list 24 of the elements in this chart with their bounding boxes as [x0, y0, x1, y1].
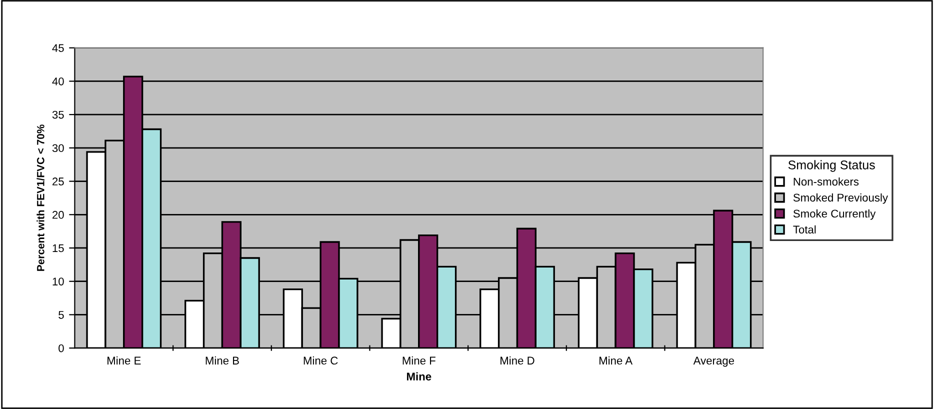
y-tick-label: 45: [52, 44, 64, 52]
x-tick-label: Mine F: [402, 356, 436, 365]
x-tick-label: Mine A: [600, 356, 633, 365]
y-tick-label: 5: [58, 311, 64, 319]
x-tick-label: Mine E: [108, 356, 141, 365]
y-axis-title: Percent with FEV1/FVC < 70%: [36, 124, 44, 271]
legend-label: Smoked Previously: [793, 193, 888, 204]
x-tick-label: Average: [693, 356, 734, 367]
legend-label: Smoke Currently: [793, 209, 876, 220]
x-tick-label: Mine B: [206, 356, 239, 365]
legend-label: Total: [793, 225, 816, 234]
y-tick-label: 25: [52, 178, 64, 186]
y-tick-label: 20: [52, 210, 64, 219]
y-tick-label: 15: [52, 244, 64, 252]
x-axis-title: Mine: [406, 372, 432, 380]
legend-label: Non-smokers: [794, 177, 859, 186]
y-tick-label: 30: [52, 144, 64, 152]
x-tick-label: Mine D: [500, 356, 534, 365]
x-tick-label: Mine C: [304, 356, 338, 365]
y-tick-label: 35: [52, 110, 64, 119]
y-tick-label: 0: [58, 344, 64, 352]
legend-title: Smoking Status: [788, 160, 875, 172]
y-tick-label: 10: [52, 278, 64, 286]
y-tick-label: 40: [52, 77, 64, 86]
